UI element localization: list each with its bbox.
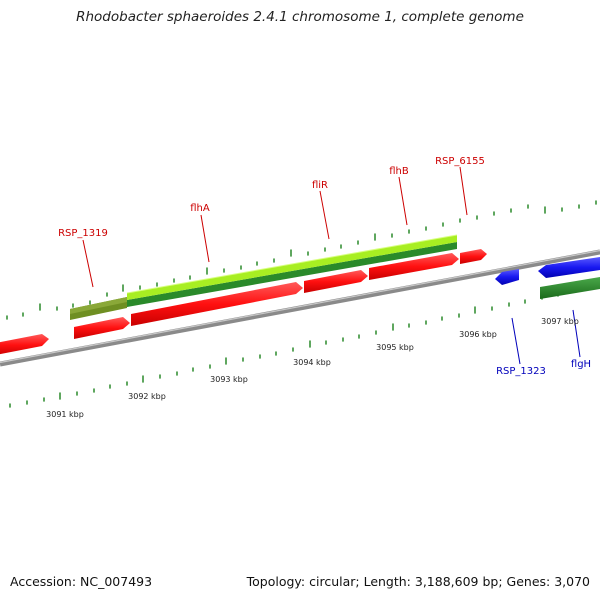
scale-label: 3097 kbp <box>541 317 579 326</box>
scale-labels: 3091 kbp 3092 kbp 3093 kbp 3094 kbp 3095… <box>46 317 579 419</box>
scale-label: 3093 kbp <box>210 375 248 384</box>
gene-arrow-forward <box>0 334 49 355</box>
gene-arrow-forward <box>131 282 303 326</box>
genome-summary: Topology: circular; Length: 3,188,609 bp… <box>246 574 590 589</box>
gene-label-rsp-1319: RSP_1319 <box>58 228 108 239</box>
gene-label-rsp-6155: RSP_6155 <box>435 156 485 167</box>
gene-label-rsp-1323: RSP_1323 <box>496 366 546 377</box>
gene-arrow-forward <box>460 249 487 264</box>
operon-bar <box>70 234 458 320</box>
scale-label: 3096 kbp <box>459 330 497 339</box>
accession-label: Accession: NC_007493 <box>10 574 153 589</box>
gene-label-flir: fliR <box>312 180 328 191</box>
forward-genes <box>0 249 487 355</box>
gene-label-flhb: flhB <box>389 166 409 177</box>
scale-label: 3095 kbp <box>376 343 414 352</box>
gene-arrow-forward <box>369 253 459 280</box>
gene-arrow-reverse <box>495 269 519 285</box>
label-leaders <box>82 166 581 365</box>
gene-label-flgh: flgH <box>571 359 591 370</box>
reverse-genes <box>495 257 600 299</box>
gene-arrow-reverse <box>540 277 600 299</box>
scale-label: 3091 kbp <box>46 410 84 419</box>
map-title: Rhodobacter sphaeroides 2.4.1 chromosome… <box>76 9 524 25</box>
outer-scale-ticks <box>6 200 597 320</box>
gene-arrow-forward <box>304 270 368 293</box>
gene-labels: RSP_1319 flhA fliR flhB RSP_6155 RSP_132… <box>58 156 591 377</box>
gene-label-flha: flhA <box>190 203 210 214</box>
gene-arrow-forward <box>74 317 130 339</box>
chromosome-backbone <box>0 249 600 367</box>
scale-label: 3092 kbp <box>128 392 166 401</box>
scale-label: 3094 kbp <box>293 358 331 367</box>
gene-arrow-reverse <box>538 257 600 278</box>
